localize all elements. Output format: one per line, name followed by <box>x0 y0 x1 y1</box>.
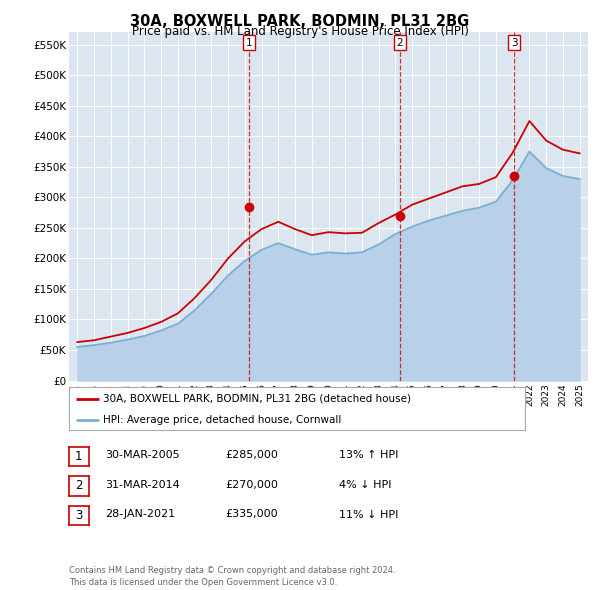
Text: 1: 1 <box>245 38 252 48</box>
Text: 3: 3 <box>511 38 517 48</box>
Text: £270,000: £270,000 <box>225 480 278 490</box>
Text: HPI: Average price, detached house, Cornwall: HPI: Average price, detached house, Corn… <box>103 415 341 425</box>
Text: 1: 1 <box>75 450 83 463</box>
Text: 30-MAR-2005: 30-MAR-2005 <box>105 451 179 460</box>
Text: 2: 2 <box>75 479 83 493</box>
Text: £285,000: £285,000 <box>225 451 278 460</box>
Text: 13% ↑ HPI: 13% ↑ HPI <box>339 451 398 460</box>
Text: 30A, BOXWELL PARK, BODMIN, PL31 2BG (detached house): 30A, BOXWELL PARK, BODMIN, PL31 2BG (det… <box>103 394 411 404</box>
Text: 28-JAN-2021: 28-JAN-2021 <box>105 510 175 519</box>
Text: Price paid vs. HM Land Registry's House Price Index (HPI): Price paid vs. HM Land Registry's House … <box>131 25 469 38</box>
Text: 30A, BOXWELL PARK, BODMIN, PL31 2BG: 30A, BOXWELL PARK, BODMIN, PL31 2BG <box>130 14 470 28</box>
Text: 3: 3 <box>75 509 83 522</box>
Text: 31-MAR-2014: 31-MAR-2014 <box>105 480 180 490</box>
Text: 2: 2 <box>397 38 403 48</box>
Text: 4% ↓ HPI: 4% ↓ HPI <box>339 480 391 490</box>
Text: £335,000: £335,000 <box>225 510 278 519</box>
Text: 11% ↓ HPI: 11% ↓ HPI <box>339 510 398 519</box>
Text: Contains HM Land Registry data © Crown copyright and database right 2024.
This d: Contains HM Land Registry data © Crown c… <box>69 566 395 587</box>
